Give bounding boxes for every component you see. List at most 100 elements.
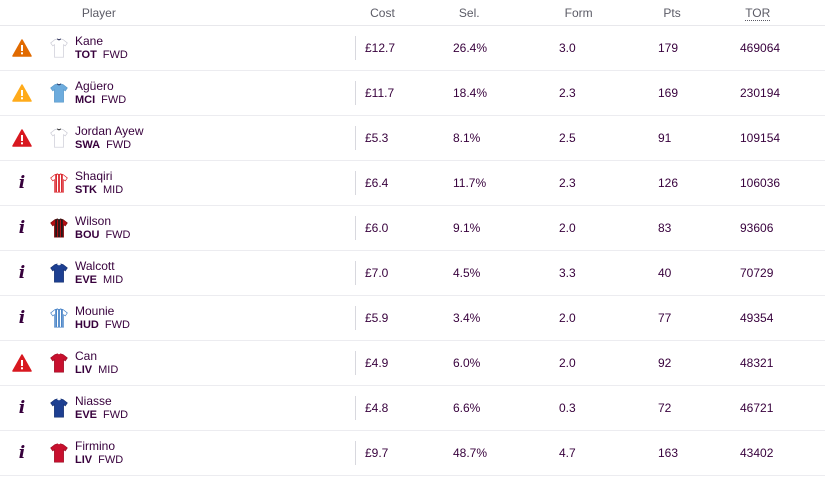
warning-icon [12, 39, 32, 57]
status-button[interactable]: i [0, 398, 44, 418]
player-cost: £4.8 [355, 396, 453, 420]
table-row[interactable]: i Mounie HUD FWD £5.9 3.4% 2.0 77 49354 [0, 296, 825, 341]
player-form: 2.0 [559, 311, 576, 325]
player-points: 77 [658, 311, 672, 325]
table-row[interactable]: i Wilson BOU FWD £6.0 9.1% 2.0 83 93606 [0, 206, 825, 251]
warning-icon [12, 84, 32, 102]
player-cell[interactable]: Shaqiri STK MID [74, 169, 355, 197]
player-team: BOU [75, 229, 100, 241]
header-tor[interactable]: TOR [745, 5, 825, 21]
table-row[interactable]: Can LIV MID £4.9 6.0% 2.0 92 48321 [0, 341, 825, 386]
player-form: 3.0 [559, 41, 576, 55]
player-team: STK [75, 184, 97, 196]
player-points: 91 [658, 131, 672, 145]
shirt-icon [44, 398, 74, 418]
player-points: 126 [658, 176, 679, 190]
player-name: Firmino [75, 439, 116, 453]
player-cell[interactable]: Mounie HUD FWD [74, 304, 355, 332]
player-form: 2.3 [559, 176, 576, 190]
header-player[interactable]: Player [81, 5, 116, 20]
warning-icon [12, 129, 32, 147]
player-team: LIV [75, 454, 93, 466]
player-tor: 46721 [740, 401, 774, 415]
header-status-spacer [0, 0, 44, 25]
header-form[interactable]: Form [564, 5, 593, 20]
player-team: EVE [75, 274, 98, 286]
player-form: 2.5 [559, 131, 576, 145]
player-points: 92 [658, 356, 672, 370]
player-points: 40 [658, 266, 672, 280]
player-tor: 106036 [740, 176, 781, 190]
status-button[interactable] [0, 129, 44, 147]
player-cell[interactable]: Kane TOT FWD [74, 34, 355, 62]
player-cost: £9.7 [355, 441, 453, 465]
player-cost: £6.4 [355, 171, 453, 195]
player-points: 163 [658, 446, 679, 460]
player-cell[interactable]: Niasse EVE FWD [74, 394, 355, 422]
player-form: 4.7 [559, 446, 576, 460]
player-cell[interactable]: Wilson BOU FWD [74, 214, 355, 242]
player-cost: £12.7 [355, 36, 453, 60]
status-button[interactable] [0, 84, 44, 102]
table-row[interactable]: Kane TOT FWD £12.7 26.4% 3.0 179 469064 [0, 26, 825, 71]
player-team: LIV [75, 364, 93, 376]
player-cell[interactable]: Walcott EVE MID [74, 259, 355, 287]
header-points[interactable]: Pts [663, 5, 681, 20]
player-cell[interactable]: Agüero MCI FWD [74, 79, 355, 107]
player-selected: 8.1% [453, 131, 481, 145]
player-tor: 43402 [740, 446, 774, 460]
player-form: 2.3 [559, 86, 576, 100]
header-selected[interactable]: Sel. [458, 5, 480, 20]
player-selected: 6.0% [453, 356, 481, 370]
player-cell[interactable]: Jordan Ayew SWA FWD [74, 124, 355, 152]
player-selected: 3.4% [453, 311, 481, 325]
player-cell[interactable]: Can LIV MID [74, 349, 355, 377]
shirt-icon [44, 38, 74, 58]
player-form: 2.0 [559, 221, 576, 235]
player-team: HUD [75, 319, 99, 331]
table-row[interactable]: i Shaqiri STK MID £6.4 11.7% 2.3 126 106036 [0, 161, 825, 206]
player-team: EVE [75, 409, 98, 421]
player-position: FWD [106, 139, 132, 151]
player-cost: £7.0 [355, 261, 453, 285]
shirt-icon [44, 128, 74, 148]
player-name: Walcott [75, 259, 115, 273]
player-tor: 48321 [740, 356, 774, 370]
player-points: 83 [658, 221, 672, 235]
shirt-icon [44, 443, 74, 463]
table-row[interactable]: i Firmino LIV FWD £9.7 48.7% 4.7 163 43402 [0, 431, 825, 476]
player-team: TOT [75, 49, 97, 61]
shirt-icon [44, 83, 74, 103]
shirt-icon [44, 353, 74, 373]
info-icon: i [18, 173, 26, 193]
status-button[interactable]: i [0, 443, 44, 463]
player-name: Can [75, 349, 98, 363]
warning-icon [12, 354, 32, 372]
table-header: Player Cost Sel. Form Pts TOR [0, 0, 825, 26]
shirt-icon [44, 173, 74, 193]
header-tor-label: TOR [745, 5, 771, 21]
header-shirt-spacer [44, 0, 74, 25]
status-button[interactable]: i [0, 173, 44, 193]
player-position: FWD [105, 229, 131, 241]
player-points: 169 [658, 86, 679, 100]
table-row[interactable]: Agüero MCI FWD £11.7 18.4% 2.3 169 230194 [0, 71, 825, 116]
status-button[interactable]: i [0, 263, 44, 283]
player-form: 2.0 [559, 356, 576, 370]
table-row[interactable]: i Walcott EVE MID £7.0 4.5% 3.3 40 70729 [0, 251, 825, 296]
table-row[interactable]: i Niasse EVE FWD £4.8 6.6% 0.3 72 46721 [0, 386, 825, 431]
status-button[interactable]: i [0, 308, 44, 328]
info-icon: i [18, 308, 26, 328]
status-button[interactable]: i [0, 218, 44, 238]
header-cost[interactable]: Cost [370, 5, 395, 20]
player-position: FWD [98, 454, 124, 466]
player-name: Niasse [75, 394, 112, 408]
status-button[interactable] [0, 354, 44, 372]
player-cell[interactable]: Firmino LIV FWD [74, 439, 355, 467]
info-icon: i [18, 398, 26, 418]
table-row[interactable]: Jordan Ayew SWA FWD £5.3 8.1% 2.5 91 109154 [0, 116, 825, 161]
shirt-icon [44, 263, 74, 283]
player-name: Kane [75, 34, 104, 48]
status-button[interactable] [0, 39, 44, 57]
player-selected: 18.4% [453, 86, 488, 100]
